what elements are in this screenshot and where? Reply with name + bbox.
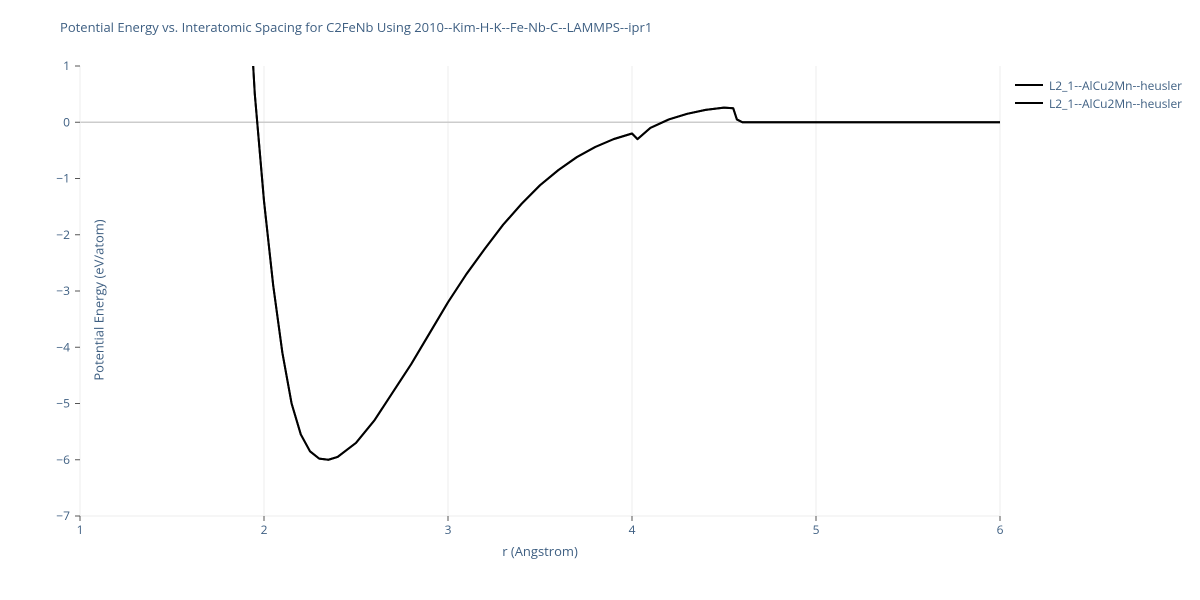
chart-title: Potential Energy vs. Interatomic Spacing…: [60, 18, 652, 36]
legend: L2_1--AlCu2Mn--heuslerL2_1--AlCu2Mn--heu…: [1015, 76, 1182, 112]
plot-svg: 123456−7−6−5−4−3−2−101: [80, 66, 1000, 516]
x-tick-label: 6: [997, 521, 1004, 538]
series-line-0: [249, 0, 1000, 460]
y-tick-label: −3: [56, 282, 70, 299]
legend-item-1[interactable]: L2_1--AlCu2Mn--heusler: [1015, 94, 1182, 112]
y-tick-label: −4: [56, 338, 70, 355]
y-tick-label: −1: [56, 170, 70, 187]
y-tick-label: −2: [56, 226, 70, 243]
legend-label: L2_1--AlCu2Mn--heusler: [1049, 95, 1182, 112]
x-tick-label: 4: [629, 521, 636, 538]
legend-swatch: [1015, 84, 1043, 86]
y-tick-label: −7: [56, 507, 70, 524]
legend-item-0[interactable]: L2_1--AlCu2Mn--heusler: [1015, 76, 1182, 94]
y-tick-label: 0: [63, 113, 70, 130]
x-tick-label: 2: [261, 521, 268, 538]
x-tick-label: 5: [813, 521, 820, 538]
plot-area[interactable]: 123456−7−6−5−4−3−2−101: [80, 66, 1000, 516]
legend-label: L2_1--AlCu2Mn--heusler: [1049, 77, 1182, 94]
chart-container: Potential Energy vs. Interatomic Spacing…: [0, 0, 1200, 600]
legend-swatch: [1015, 102, 1043, 104]
series-line-1: [249, 0, 1000, 460]
x-tick-label: 3: [445, 521, 452, 538]
y-tick-label: −6: [56, 451, 70, 468]
x-tick-label: 1: [77, 521, 84, 538]
y-tick-label: 1: [63, 57, 70, 74]
y-tick-label: −5: [56, 395, 70, 412]
x-axis-label: r (Angstrom): [80, 542, 1000, 560]
